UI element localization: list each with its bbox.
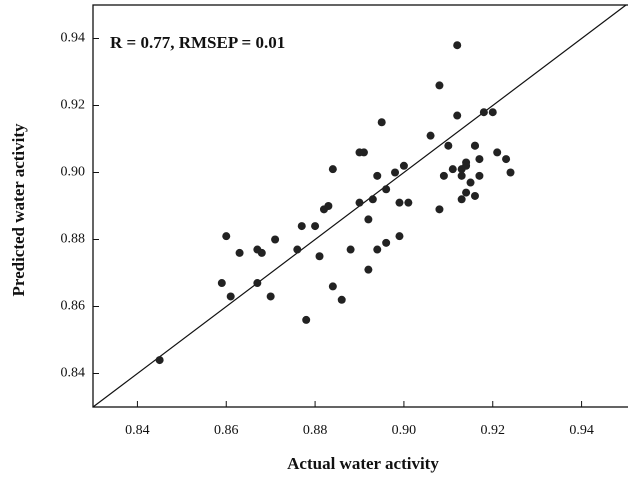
point <box>435 81 444 90</box>
point <box>355 198 364 207</box>
x-axis-label: Actual water activity <box>287 454 439 473</box>
point <box>426 131 435 140</box>
point <box>502 155 511 164</box>
point <box>404 198 413 207</box>
point <box>373 171 382 180</box>
point <box>488 108 497 117</box>
y-tick-label: 0.88 <box>61 232 86 247</box>
x-tick-label: 0.84 <box>125 423 150 438</box>
y-tick-label: 0.86 <box>61 299 86 314</box>
y-tick-label: 0.92 <box>61 98 86 113</box>
x-tick-label: 0.90 <box>392 423 417 438</box>
point <box>377 118 386 127</box>
point <box>253 279 262 288</box>
point <box>302 315 311 324</box>
point <box>222 232 231 241</box>
point <box>217 279 226 288</box>
x-tick-label: 0.94 <box>569 423 594 438</box>
x-tick-label: 0.92 <box>481 423 506 438</box>
point <box>395 232 404 241</box>
point <box>311 222 320 231</box>
point <box>506 168 515 177</box>
point <box>337 295 346 304</box>
point <box>364 265 373 274</box>
point <box>359 148 368 157</box>
point <box>368 195 377 204</box>
point <box>395 198 404 207</box>
point <box>155 356 164 365</box>
point <box>346 245 355 254</box>
point <box>462 161 471 170</box>
point <box>382 185 391 194</box>
point <box>475 155 484 164</box>
point <box>235 248 244 257</box>
y-axis-label: Predicted water activity <box>9 123 28 297</box>
point <box>293 245 302 254</box>
point <box>448 165 457 174</box>
point <box>364 215 373 224</box>
point <box>453 111 462 120</box>
point <box>257 248 266 257</box>
x-tick-label: 0.88 <box>303 423 328 438</box>
point <box>493 148 502 157</box>
point <box>324 202 333 210</box>
point <box>315 252 324 261</box>
point <box>444 141 453 150</box>
y-tick-label: 0.84 <box>61 366 86 381</box>
point <box>328 165 337 174</box>
point <box>399 161 408 170</box>
point <box>373 245 382 254</box>
point <box>457 195 466 204</box>
point <box>266 292 275 301</box>
point <box>382 238 391 247</box>
point <box>453 41 462 50</box>
point <box>470 191 479 200</box>
point <box>391 168 400 177</box>
point <box>439 171 448 180</box>
point <box>457 171 466 180</box>
point <box>435 205 444 214</box>
point <box>479 108 488 117</box>
x-tick-label: 0.86 <box>214 423 239 438</box>
y-tick-label: 0.94 <box>61 31 86 46</box>
point <box>297 222 306 231</box>
plot-frame <box>92 4 628 408</box>
point <box>226 292 235 301</box>
annotation: R = 0.77, RMSEP = 0.01 <box>110 33 285 52</box>
point <box>462 188 471 197</box>
point <box>470 141 479 150</box>
point <box>466 178 475 187</box>
point <box>475 171 484 180</box>
point <box>271 235 280 244</box>
y-tick-label: 0.90 <box>61 165 86 180</box>
point <box>328 282 337 291</box>
